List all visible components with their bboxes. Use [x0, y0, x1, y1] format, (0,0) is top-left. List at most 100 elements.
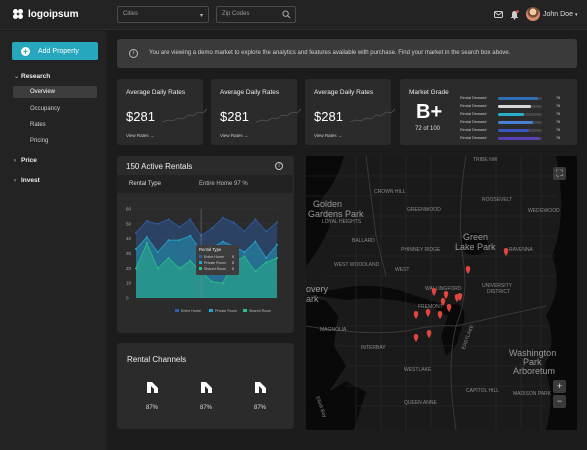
info-icon[interactable]: i	[275, 162, 283, 170]
data-point	[254, 218, 257, 221]
legend-label: Private Room	[215, 309, 237, 313]
market-grade-rank: 72 of 100	[415, 126, 441, 132]
map-pin-icon[interactable]	[437, 311, 443, 319]
map-pin-icon[interactable]	[440, 298, 446, 306]
map-pin-icon[interactable]	[413, 311, 419, 319]
data-point	[156, 222, 159, 225]
logo[interactable]: logoipsum	[12, 8, 79, 20]
map-pin-icon[interactable]	[413, 334, 419, 342]
data-point	[145, 219, 148, 222]
map-pin-icon[interactable]	[426, 330, 432, 338]
sparkline	[162, 108, 207, 123]
svg-text:CAPITOL HILL: CAPITOL HILL	[466, 388, 499, 394]
city-select[interactable]: Cities ▾	[117, 6, 209, 23]
market-grade-row: Rental Demand 76	[460, 127, 570, 134]
market-grade-title: Market Grade	[409, 89, 449, 96]
demo-banner: i You are viewing a demo market to explo…	[117, 39, 577, 68]
map-pin-icon[interactable]	[457, 293, 463, 301]
zoom-in-button[interactable]: +	[553, 380, 566, 393]
grade-row-track	[498, 113, 542, 116]
series-line-shared-room	[135, 242, 278, 284]
svg-text:BALLARD: BALLARD	[352, 238, 375, 244]
tooltip-swatch	[199, 255, 202, 258]
y-tick-label: 20	[126, 266, 132, 271]
kpi-card: Average Daily Rates $281 View Rates →	[211, 79, 301, 145]
avatar[interactable]	[526, 7, 540, 21]
data-point	[232, 221, 235, 224]
logo-text: logoipsum	[28, 8, 79, 20]
view-rates-link[interactable]: View Rates →	[314, 133, 343, 138]
svg-text:Gardens Park: Gardens Park	[308, 209, 364, 219]
data-point	[276, 221, 278, 224]
channel-value: 87%	[145, 405, 158, 411]
data-point	[189, 218, 192, 221]
y-tick-label: 0	[126, 296, 129, 301]
fullscreen-button[interactable]: ⛶	[553, 167, 566, 180]
svg-text:MADISON PARK: MADISON PARK	[513, 391, 552, 397]
legend-swatch	[243, 309, 247, 312]
map-pin-icon[interactable]	[446, 304, 452, 312]
svg-text:DISTRICT: DISTRICT	[487, 289, 510, 295]
data-point	[276, 243, 278, 246]
data-point	[135, 231, 137, 234]
active-rentals-title: 150 Active Rentals	[126, 162, 193, 171]
sidebar-section-invest[interactable]: › Invest	[14, 177, 40, 184]
zoom-out-button[interactable]: −	[553, 395, 566, 408]
user-menu[interactable]: John Doe ▾	[543, 11, 577, 18]
sidebar-item-occupancy[interactable]: Occupancy	[30, 106, 61, 112]
active-rentals-card: 150 Active Rentals i Rental Type Entire …	[117, 156, 294, 333]
market-grade-row: Rental Demand 76	[460, 103, 570, 110]
view-rates-link[interactable]: View Rates →	[126, 133, 155, 138]
grade-row-label: Rental Demand	[460, 136, 487, 140]
data-point	[167, 256, 170, 259]
tooltip-swatch	[199, 261, 202, 264]
bell-icon[interactable]	[509, 9, 520, 20]
legend-label: Shared Room	[249, 309, 271, 313]
sidebar-item-pricing[interactable]: Pricing	[30, 138, 49, 144]
view-rates-link[interactable]: View Rates →	[220, 133, 249, 138]
channel-item[interactable]: 87%	[137, 381, 167, 411]
kpi-value: $281	[314, 109, 343, 124]
info-icon: i	[129, 49, 138, 58]
sidebar-item-rates[interactable]: Rates	[30, 122, 46, 128]
data-point	[265, 230, 268, 233]
kpi-title: Average Daily Rates	[220, 89, 280, 96]
map-pin-icon[interactable]	[503, 248, 509, 256]
channel-logo-icon	[146, 382, 158, 393]
svg-text:overy: overy	[306, 284, 329, 294]
svg-text:RAVENNA: RAVENNA	[509, 247, 533, 253]
tooltip-row-label: Private Room	[204, 261, 226, 265]
map-pin-icon[interactable]	[431, 288, 437, 296]
data-point	[135, 267, 137, 270]
svg-text:CROWN HILL: CROWN HILL	[374, 189, 406, 195]
map-canvas[interactable]: TRIBE NW CROWN HILL GREENWOOD Golden Gar…	[306, 156, 577, 430]
map-pin-icon[interactable]	[443, 291, 449, 299]
zip-search-placeholder: Zip Codes	[222, 11, 250, 17]
zip-search-input[interactable]: Zip Codes	[216, 6, 296, 23]
map-pin-icon[interactable]	[425, 309, 431, 317]
legend-label: Entire Home	[181, 309, 201, 313]
sidebar-item-overview[interactable]: Overview	[13, 86, 97, 98]
sidebar-section-research[interactable]: ⌄ Research	[14, 73, 50, 80]
message-icon[interactable]	[493, 9, 504, 20]
add-property-button[interactable]: + Add Property	[12, 42, 98, 60]
grade-row-value: 76	[556, 112, 561, 116]
svg-text:ark: ark	[306, 294, 319, 304]
top-bar: logoipsum Cities ▾ Zip Codes John Doe ▾	[0, 0, 587, 30]
grade-row-track	[498, 105, 542, 108]
rentals-area-chart: 0 10 20 30 40 50 60 Rental Type Entire Home $ Priv…	[126, 207, 278, 313]
sidebar-section-price[interactable]: › Price	[14, 157, 37, 164]
svg-text:Green: Green	[463, 232, 488, 242]
series-area-shared-room	[136, 243, 277, 298]
channel-item[interactable]: 87%	[191, 381, 221, 411]
data-point	[178, 225, 181, 228]
kpi-value: $281	[220, 109, 249, 124]
map-pin-icon[interactable]	[465, 266, 471, 274]
tooltip-swatch	[199, 267, 202, 270]
channel-item[interactable]: 87%	[245, 381, 275, 411]
rental-type-label: Rental Type	[129, 181, 161, 187]
market-map[interactable]: TRIBE NW CROWN HILL GREENWOOD Golden Gar…	[306, 156, 577, 430]
data-point	[265, 256, 268, 259]
grade-row-bar	[498, 105, 531, 108]
search-icon[interactable]	[282, 10, 291, 19]
